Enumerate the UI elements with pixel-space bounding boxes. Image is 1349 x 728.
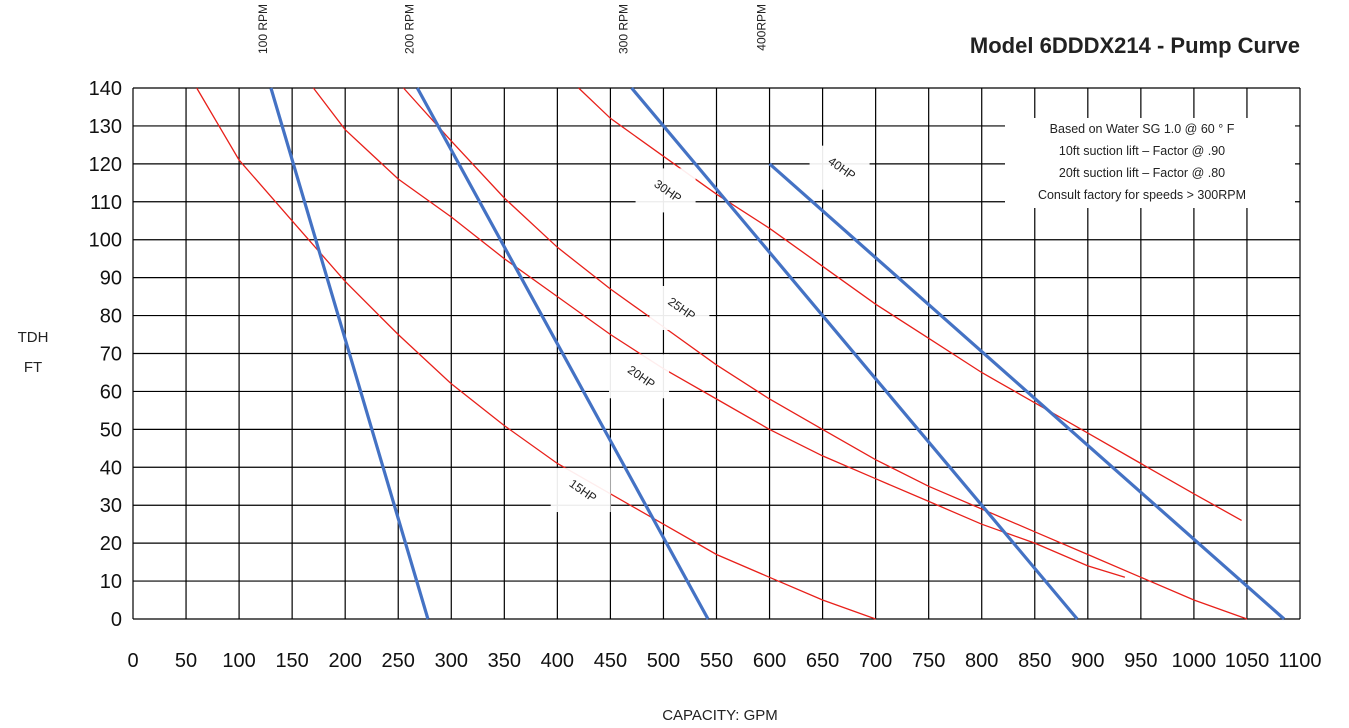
notes-box-background [1005,118,1295,208]
rpm-label-400rpm: 400RPM [755,4,769,51]
x-tick-label: 900 [1071,650,1104,672]
y-tick-label: 120 [89,154,122,176]
y-tick-label: 0 [111,609,122,631]
hp-label-background [809,145,870,190]
x-tick-label: 500 [647,650,680,672]
rpm-line-200-rpm [415,87,710,620]
note-line-3: 20ft suction lift – Factor @ .80 [1059,166,1225,180]
hp-curve-15hp [196,87,876,620]
x-tick-label: 550 [700,650,733,672]
x-tick-label: 950 [1124,650,1157,672]
y-tick-label: 70 [100,344,122,366]
x-tick-label: 0 [127,650,138,672]
y-tick-label: 110 [90,192,122,214]
note-background [1005,118,1295,208]
note-line-2: 10ft suction lift – Factor @ .90 [1059,144,1225,158]
x-tick-label: 400 [541,650,574,672]
y-tick-label: 80 [100,306,122,328]
x-tick-label: 800 [965,650,998,672]
rpm-line-100-rpm [269,87,430,620]
x-tick-label: 650 [806,650,839,672]
x-tick-label: 250 [382,650,415,672]
x-tick-label: 450 [594,650,627,672]
curves [196,86,1286,621]
y-axis-label-line1: TDH [18,329,49,346]
x-tick-label: 1100 [1278,650,1321,672]
x-tick-label: 50 [175,650,197,672]
x-tick-label: 150 [275,650,308,672]
y-tick-label: 30 [100,495,122,517]
hp-label-background [649,285,710,330]
hp-label-background [609,354,670,399]
x-tick-label: 850 [1018,650,1051,672]
note-line-4: Consult factory for speeds > 300RPM [1038,188,1246,202]
hp-label-background [635,168,696,213]
x-tick-label: 350 [488,650,521,672]
hp-curve-30hp [578,87,1242,521]
x-tick-label: 1050 [1225,650,1270,672]
y-tick-label: 90 [100,268,122,290]
x-axis-label: CAPACITY: GPM [662,707,778,724]
x-tick-label: 300 [435,650,468,672]
hp-curve-20hp [312,87,1126,578]
y-tick-label: 130 [89,116,122,138]
x-tick-label: 100 [222,650,255,672]
note-line-1: Based on Water SG 1.0 @ 60 ° F [1050,122,1235,136]
hp-label-background [550,468,611,513]
x-tick-label: 600 [753,650,786,672]
y-tick-label: 20 [100,533,122,555]
rpm-line-300-rpm [630,86,1079,621]
chart-title: Model 6DDDX214 - Pump Curve [970,33,1300,58]
rpm-label-200-rpm: 200 RPM [402,4,416,54]
y-tick-label: 40 [100,457,122,479]
grid [132,87,1301,620]
y-tick-label: 100 [89,230,122,252]
hp-curve-25hp [403,87,1248,620]
y-tick-label: 140 [89,78,122,100]
rpm-label-100-rpm: 100 RPM [256,4,270,54]
x-tick-label: 200 [328,650,361,672]
y-tick-label: 60 [100,381,122,403]
y-axis-label-line2: FT [24,359,42,376]
y-tick-label: 10 [100,571,122,593]
notes-box: Based on Water SG 1.0 @ 60 ° F 10ft suct… [1038,122,1246,202]
y-tick-label: 50 [100,419,122,441]
rpm-label-300-rpm: 300 RPM [617,4,631,54]
x-tick-label: 750 [912,650,945,672]
labels: 0 50 100 150 200 250 300 350 400 450 500 550 600 650 7… [89,4,1322,672]
x-tick-label: 700 [859,650,892,672]
rpm-line-400rpm [768,162,1286,621]
x-tick-label: 1000 [1172,650,1217,672]
